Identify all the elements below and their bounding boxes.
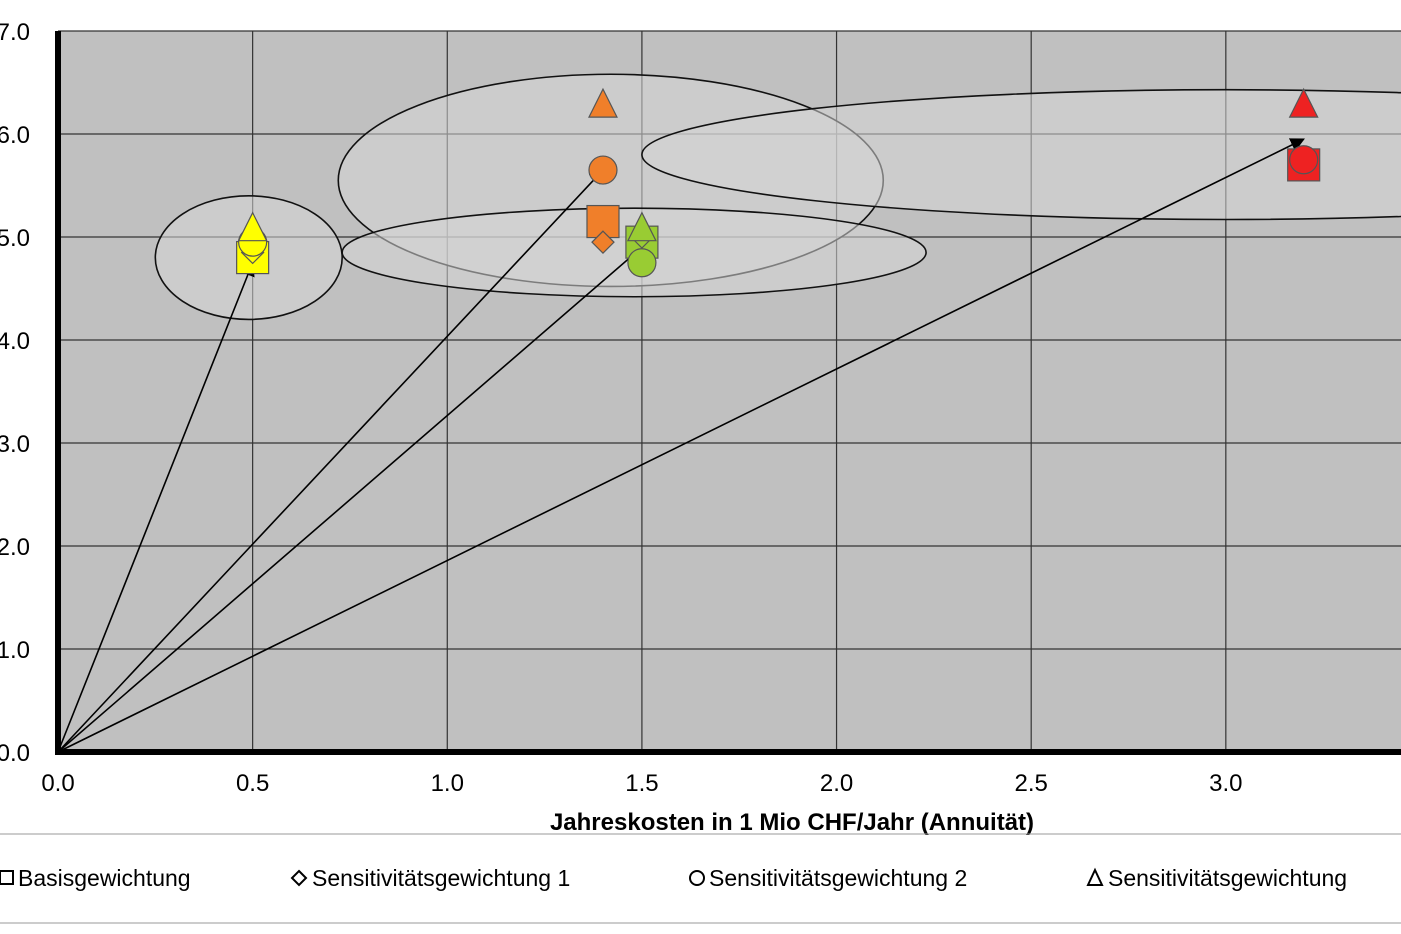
legend-label-basis: Basisgewichtung <box>18 865 191 891</box>
y-tick-label: 4.0 <box>0 328 30 355</box>
y-tick-label: 6.0 <box>0 122 30 149</box>
x-tick-label: 0.5 <box>236 770 269 797</box>
x-tick-label: 3.0 <box>1209 770 1242 797</box>
data-points <box>236 87 1321 278</box>
x-tick-label: 0.0 <box>41 770 74 797</box>
legend-item-sens2: Sensitivitätsgewichtung 2 <box>689 865 967 891</box>
green-circle-point <box>627 248 657 278</box>
x-axis-label: Jahreskosten in 1 Mio CHF/Jahr (Annuität… <box>550 809 1034 836</box>
arrow <box>57 168 604 753</box>
cluster-ellipses <box>154 73 1401 321</box>
legend-item-basis: Basisgewichtung <box>0 865 191 891</box>
arrow <box>57 246 644 753</box>
yellow-triangle-point <box>237 211 268 242</box>
green-triangle-point <box>626 211 657 242</box>
legend-label-sens2: Sensitivitätsgewichtung 2 <box>709 865 967 891</box>
y-tick-label: 2.0 <box>0 534 30 561</box>
cluster-ellipse <box>641 88 1401 221</box>
x-tick-label: 1.5 <box>625 770 658 797</box>
legend-triangle-marker <box>1086 867 1104 886</box>
y-tick-labels: 0.0 1.0 2.0 3.0 4.0 5.0 6.0 7.0 <box>0 19 30 767</box>
x-tick-label: 1.0 <box>431 770 464 797</box>
y-tick-label: 7.0 <box>0 19 30 46</box>
legend-circle-marker <box>689 870 705 886</box>
y-tick-label: 1.0 <box>0 637 30 664</box>
legend-item-sens1: Sensitivitätsgewichtung 1 <box>290 865 570 891</box>
red-circle-point <box>1289 145 1319 175</box>
legend-label-sens3: Sensitivitätsgewichtung <box>1108 865 1347 891</box>
legend-label-sens1: Sensitivitätsgewichtung 1 <box>312 865 570 891</box>
x-tick-labels: 0.0 0.5 1.0 1.5 2.0 2.5 3.0 <box>41 770 1242 797</box>
y-tick-label: 3.0 <box>0 431 30 458</box>
arrows <box>57 138 1305 753</box>
x-tick-label: 2.5 <box>1015 770 1048 797</box>
y-tick-label: 0.0 <box>0 740 30 767</box>
legend: Basisgewichtung Sensitivitätsgewichtung … <box>0 865 1347 891</box>
orange-circle-point <box>588 155 618 185</box>
red-triangle-point <box>1288 87 1319 118</box>
orange-triangle-point <box>588 87 618 118</box>
arrow <box>57 261 255 753</box>
x-tick-label: 2.0 <box>820 770 853 797</box>
legend-item-sens3: Sensitivitätsgewichtung <box>1086 865 1347 891</box>
y-tick-label: 5.0 <box>0 225 30 252</box>
arrow <box>57 138 1305 753</box>
orange-diamond-point <box>591 230 615 254</box>
legend-diamond-marker <box>290 869 308 887</box>
legend-square-marker <box>0 870 14 885</box>
